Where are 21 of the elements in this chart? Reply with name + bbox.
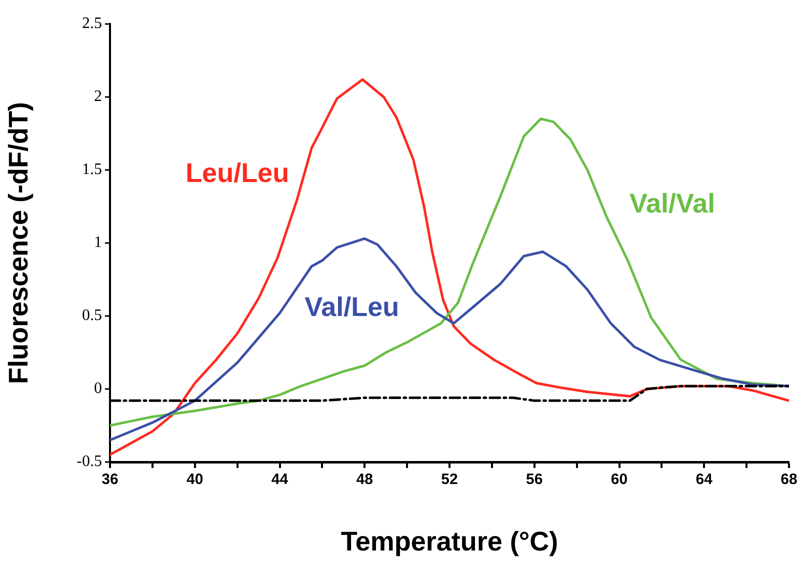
series-label: Leu/Leu bbox=[186, 158, 290, 188]
x-tick-label: 64 bbox=[696, 471, 714, 488]
x-tick-label: 68 bbox=[780, 471, 798, 488]
x-tick-label: 52 bbox=[441, 471, 458, 488]
x-axis-title: Temperature (°C) bbox=[340, 526, 558, 556]
y-axis-title: Fluorescence (-dF/dT) bbox=[4, 102, 34, 384]
y-tick-label: 1.5 bbox=[82, 161, 102, 178]
x-tick-label: 36 bbox=[102, 471, 118, 488]
y-tick-label: 2 bbox=[94, 88, 102, 106]
y-tick-label: 0.5 bbox=[82, 307, 102, 324]
y-tick-label: -0.5 bbox=[76, 453, 102, 470]
y-tick-label: 1 bbox=[94, 234, 102, 252]
x-tick-label: 44 bbox=[271, 471, 289, 488]
y-tick-label: 2.5 bbox=[82, 15, 102, 32]
series-label: Val/Leu bbox=[304, 292, 400, 322]
x-tick-label: 40 bbox=[186, 471, 204, 488]
x-tick-label: 48 bbox=[356, 471, 373, 488]
x-tick-label: 56 bbox=[526, 471, 543, 488]
x-tick-label: 60 bbox=[610, 471, 628, 488]
y-tick-label: 0 bbox=[94, 380, 102, 398]
series-label: Val/Val bbox=[630, 188, 716, 218]
